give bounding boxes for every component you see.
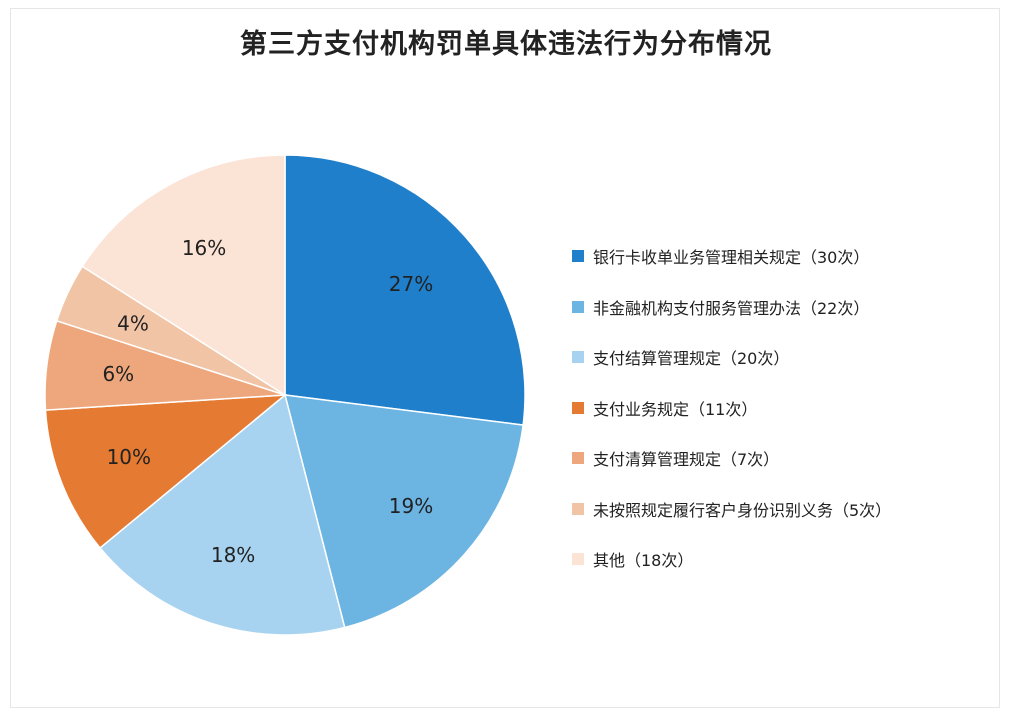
slice-label-6: 4% (117, 311, 149, 335)
pie-slice-3 (99, 393, 346, 636)
legend-label: 支付清算管理规定（7次） (593, 450, 780, 470)
pie-slice-7 (81, 154, 286, 397)
legend-swatch (572, 401, 584, 414)
slice-label-4: 10% (107, 445, 151, 469)
slice-label-3: 18% (211, 543, 255, 567)
legend-label: 非金融机构支付服务管理办法（22次） (593, 298, 870, 318)
legend-swatch (572, 452, 584, 465)
legend-item-1: 银行卡收单业务管理相关规定（30次） (572, 231, 992, 282)
legend-label: 银行卡收单业务管理相关规定（30次） (593, 248, 870, 268)
slice-label-1: 27% (389, 272, 433, 296)
legend-swatch (572, 250, 584, 263)
chart-legend: 银行卡收单业务管理相关规定（30次） 非金融机构支付服务管理办法（22次） 支付结算… (572, 231, 992, 585)
legend-swatch (572, 300, 584, 313)
pie-slice-2 (283, 394, 524, 629)
slice-label-5: 6% (102, 362, 134, 386)
legend-label: 未按照规定履行客户身份识别义务（5次） (593, 500, 892, 520)
legend-item-6: 未按照规定履行客户身份识别义务（5次） (572, 484, 992, 535)
slice-label-2: 19% (389, 494, 433, 518)
pie-slice-4 (44, 394, 288, 550)
legend-item-5: 支付清算管理规定（7次） (572, 433, 992, 484)
legend-item-7: 其他（18次） (572, 534, 992, 585)
pie-slice-1 (284, 154, 526, 426)
slice-label-7: 16% (182, 236, 226, 260)
legend-item-2: 非金融机构支付服务管理办法（22次） (572, 282, 992, 333)
legend-swatch (572, 502, 584, 515)
legend-swatch (572, 351, 584, 364)
legend-label: 支付结算管理规定（20次） (593, 349, 790, 369)
legend-label: 其他（18次） (593, 551, 694, 571)
legend-label: 支付业务规定（11次） (593, 399, 758, 419)
legend-item-3: 支付结算管理规定（20次） (572, 332, 992, 383)
chart-title: 第三方支付机构罚单具体违法行为分布情况 (240, 29, 772, 60)
legend-item-4: 支付业务规定（11次） (572, 383, 992, 434)
legend-swatch (572, 553, 584, 566)
